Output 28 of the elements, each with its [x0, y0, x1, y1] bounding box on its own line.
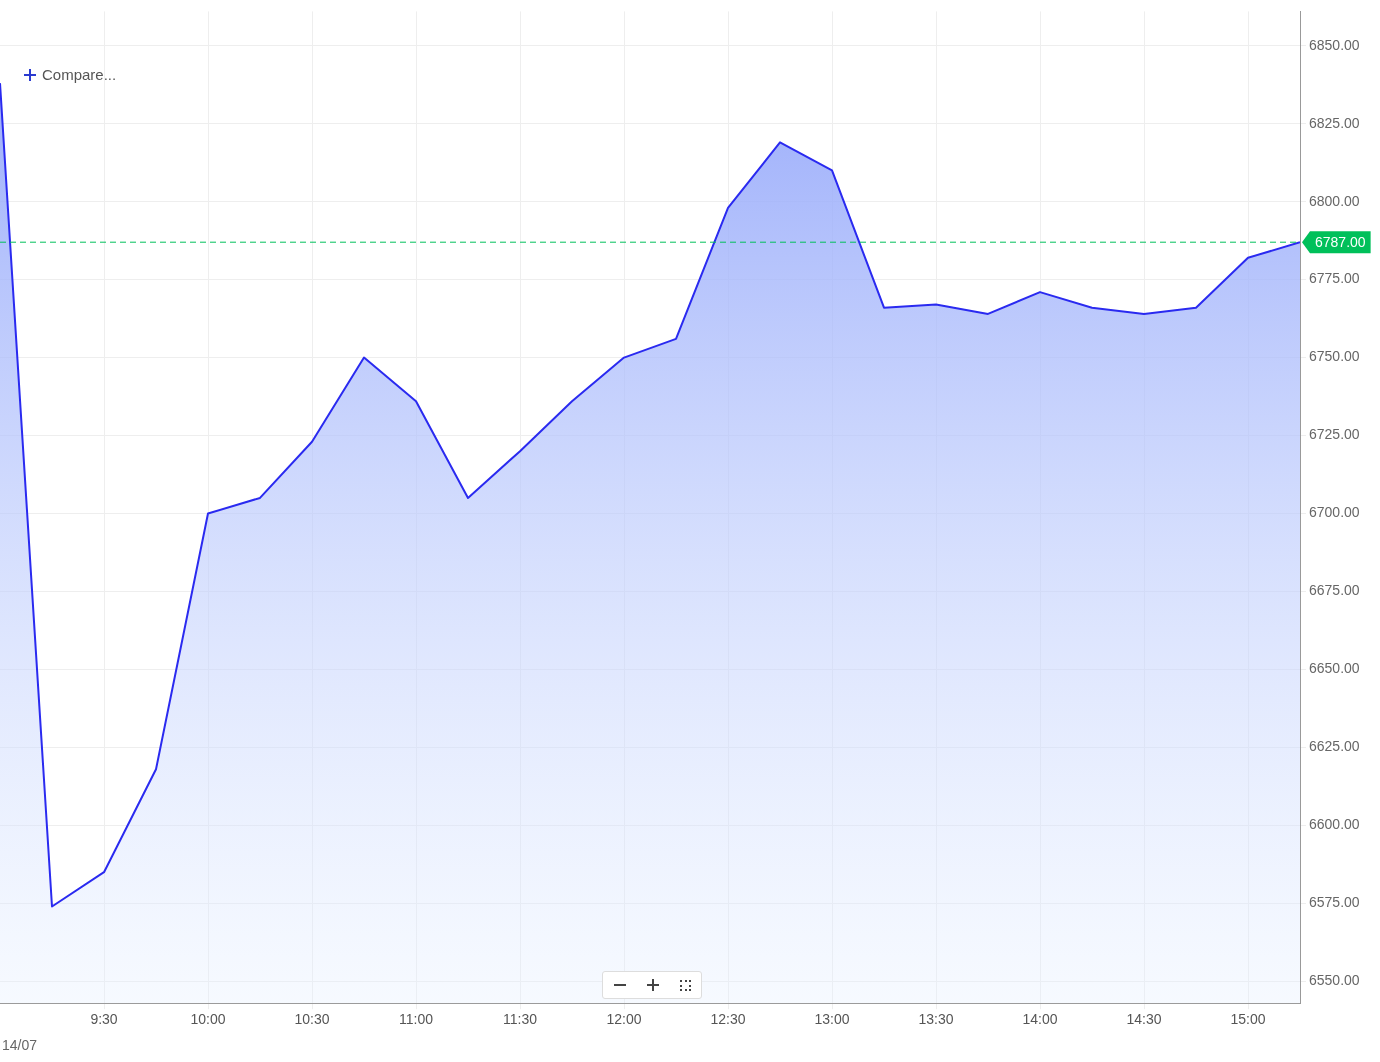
x-tick-label: 12:30 [710, 1011, 746, 1028]
y-tick-label: 6700.00 [1309, 504, 1360, 521]
x-tick-label: 11:30 [503, 1011, 538, 1028]
y-tick-label: 6575.00 [1309, 894, 1360, 911]
x-tick-label: 14:30 [1126, 1011, 1162, 1028]
x-tick-label: 13:30 [918, 1011, 954, 1028]
y-tick-label: 6775.00 [1309, 270, 1360, 287]
y-tick-label: 6725.00 [1309, 426, 1360, 443]
y-tick-label: 6675.00 [1309, 582, 1360, 599]
y-tick-label: 6750.00 [1309, 348, 1360, 365]
x-tick-label: 15:00 [1230, 1011, 1266, 1028]
y-tick-label: 6550.00 [1309, 972, 1360, 989]
x-tick-label: 11:00 [399, 1011, 434, 1028]
text: 14/07 [2, 1037, 38, 1053]
annotation: Compare... [42, 66, 117, 83]
x-tick-label: 13:00 [814, 1011, 850, 1028]
y-tick-label: 6825.00 [1309, 114, 1360, 131]
y-tick-label: 6600.00 [1309, 816, 1360, 833]
ref-line-label: 6787.00 [1315, 234, 1366, 251]
y-tick-label: 6800.00 [1309, 192, 1360, 209]
x-tick-label: 10:00 [190, 1011, 226, 1028]
y-tick-label: 6650.00 [1309, 660, 1360, 677]
x-tick-label: 10:30 [294, 1011, 330, 1028]
y-tick-label: 6850.00 [1309, 36, 1360, 53]
x-tick-label: 9:30 [90, 1011, 118, 1028]
x-tick-label: 12:00 [606, 1011, 642, 1028]
x-tick-label: 14:00 [1022, 1011, 1058, 1028]
y-tick-label: 6625.00 [1309, 738, 1360, 755]
